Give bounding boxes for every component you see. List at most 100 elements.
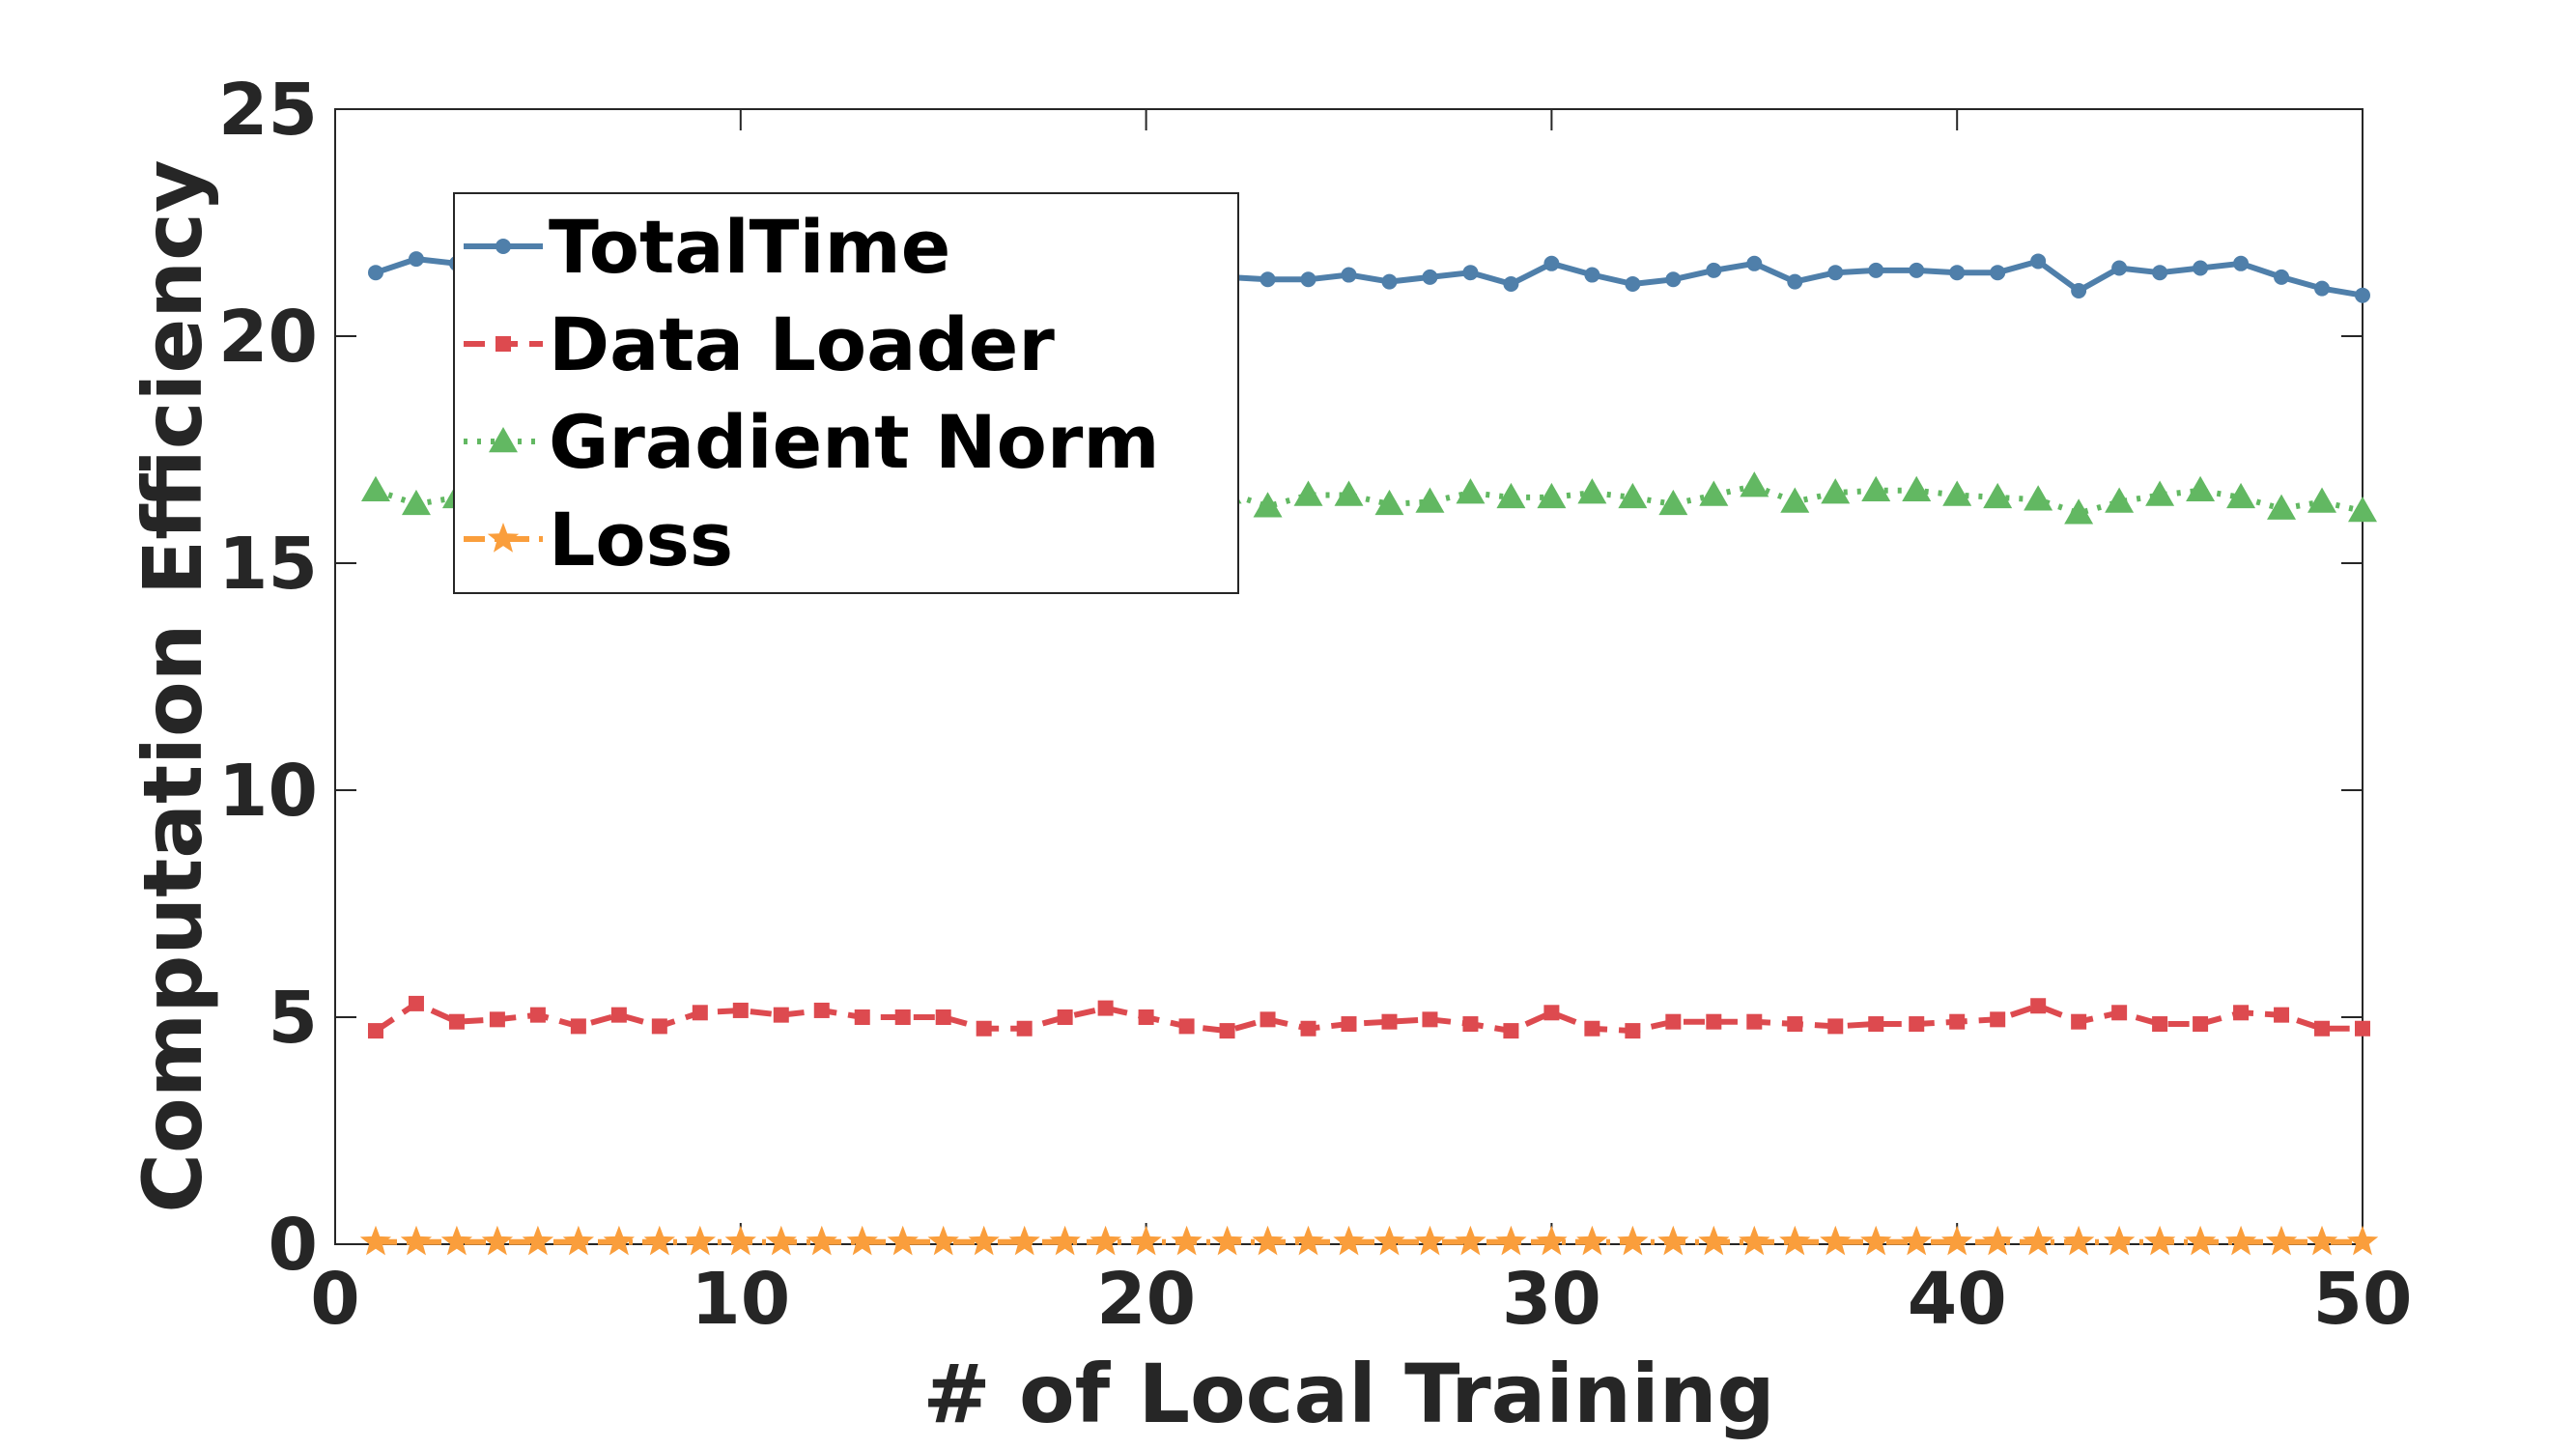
data-point-totaltime (1422, 269, 1438, 285)
data-point-data-loader (1827, 1018, 1844, 1035)
data-point-loss (1779, 1225, 1811, 1256)
data-point-loss (400, 1225, 433, 1256)
data-point-data-loader (2152, 1016, 2168, 1033)
data-point-loss (1049, 1225, 1081, 1256)
data-point-totaltime (1503, 275, 1519, 292)
data-point-data-loader (529, 1007, 546, 1023)
data-point-loss (684, 1225, 716, 1256)
data-point-data-loader (1909, 1016, 1925, 1033)
data-point-loss (1171, 1225, 1203, 1256)
data-point-loss (724, 1225, 756, 1256)
data-point-loss (806, 1225, 837, 1256)
legend-item-gradient-norm: Gradient Norm (464, 399, 1160, 485)
data-point-totaltime (2111, 260, 2128, 276)
data-point-data-loader (1300, 1020, 1316, 1037)
data-point-gradient-norm (1780, 487, 1810, 513)
data-point-data-loader (1990, 1011, 2006, 1028)
data-point-loss (1292, 1225, 1324, 1256)
data-point-data-loader (408, 995, 424, 1011)
data-point-gradient-norm (360, 475, 390, 502)
data-point-data-loader (813, 1002, 830, 1018)
data-point-loss (1008, 1225, 1040, 1256)
data-point-totaltime (1300, 271, 1316, 288)
data-point-gradient-norm (2267, 494, 2297, 520)
data-point-gradient-norm (1293, 480, 1323, 506)
x-tick-label: 40 (1908, 1258, 2007, 1341)
data-point-totaltime (1381, 273, 1398, 290)
data-point-gradient-norm (1577, 478, 1607, 504)
legend-label-gradient-norm: Gradient Norm (549, 399, 1160, 485)
legend-label-data-loader: Data Loader (549, 301, 1055, 387)
data-point-data-loader (1625, 1023, 1641, 1039)
data-point-data-loader (773, 1007, 789, 1023)
data-point-data-loader (854, 1009, 870, 1025)
data-point-gradient-norm (1537, 482, 1567, 509)
data-point-loss (359, 1225, 392, 1256)
data-point-data-loader (1178, 1018, 1195, 1035)
data-point-totaltime (2152, 265, 2168, 281)
data-point-data-loader (1097, 1000, 1114, 1016)
y-axis: 0 5 10 15 20 25 (218, 69, 2363, 1287)
data-point-data-loader (489, 1011, 505, 1028)
data-point-loss (2346, 1225, 2379, 1256)
data-point-data-loader (1503, 1023, 1519, 1039)
data-point-totaltime (1868, 262, 1884, 278)
data-point-gradient-norm (2186, 475, 2216, 502)
data-point-gradient-norm (2064, 498, 2094, 525)
data-point-totaltime (2233, 255, 2250, 271)
data-point-gradient-norm (1861, 475, 1891, 502)
y-tick-label: 0 (269, 1204, 319, 1287)
data-point-gradient-norm (1699, 480, 1729, 506)
data-point-totaltime (1341, 267, 1357, 283)
data-point-totaltime (2030, 253, 2047, 270)
data-point-data-loader (1706, 1013, 1722, 1030)
data-point-totaltime (2355, 287, 2370, 303)
legend-label-loss: Loss (549, 497, 733, 582)
data-point-data-loader (2355, 1020, 2370, 1037)
data-point-data-loader (1665, 1013, 1682, 1030)
x-tick-label: 0 (310, 1258, 360, 1341)
data-point-data-loader (2071, 1013, 2087, 1030)
y-axis-label: Computation Efficiency (126, 159, 220, 1212)
data-point-loss (1373, 1225, 1405, 1256)
data-point-loss (1333, 1225, 1365, 1256)
data-point-data-loader (732, 1002, 749, 1018)
data-point-data-loader (1260, 1011, 1276, 1028)
data-point-loss (927, 1225, 959, 1256)
x-tick-label: 20 (1096, 1258, 1196, 1341)
data-point-data-loader (2030, 998, 2047, 1014)
y-tick-label: 15 (218, 523, 318, 606)
data-point-data-loader (448, 1013, 465, 1030)
legend-item-loss: Loss (464, 497, 733, 582)
y-tick-label: 5 (269, 977, 319, 1060)
data-point-loss (1576, 1225, 1608, 1256)
data-point-loss (2023, 1225, 2054, 1256)
data-point-loss (1536, 1225, 1568, 1256)
data-point-loss (2224, 1225, 2257, 1256)
data-point-loss (1941, 1225, 1973, 1256)
data-point-data-loader (1868, 1016, 1884, 1033)
data-point-data-loader (692, 1005, 708, 1021)
y-tick-label: 25 (218, 69, 318, 152)
data-point-loss (440, 1225, 473, 1256)
data-point-data-loader (367, 1023, 383, 1039)
data-point-loss (1455, 1225, 1486, 1256)
data-point-gradient-norm (1496, 482, 1526, 509)
data-point-loss (2104, 1225, 2136, 1256)
data-point-gradient-norm (2145, 480, 2175, 506)
data-point-totaltime (1909, 262, 1925, 278)
data-point-totaltime (2314, 280, 2331, 297)
data-point-gradient-norm (2226, 482, 2256, 509)
data-point-data-loader (570, 1018, 586, 1035)
data-point-data-loader (1949, 1013, 1966, 1030)
data-point-data-loader (1462, 1016, 1479, 1033)
x-tick-label: 50 (2313, 1258, 2413, 1341)
data-point-data-loader (2233, 1005, 2250, 1021)
data-point-totaltime (1260, 271, 1276, 288)
data-point-loss (1617, 1225, 1649, 1256)
data-point-totaltime (1625, 275, 1641, 292)
data-point-loss (968, 1225, 1000, 1256)
data-point-loss (1414, 1225, 1446, 1256)
data-point-loss (562, 1225, 594, 1256)
